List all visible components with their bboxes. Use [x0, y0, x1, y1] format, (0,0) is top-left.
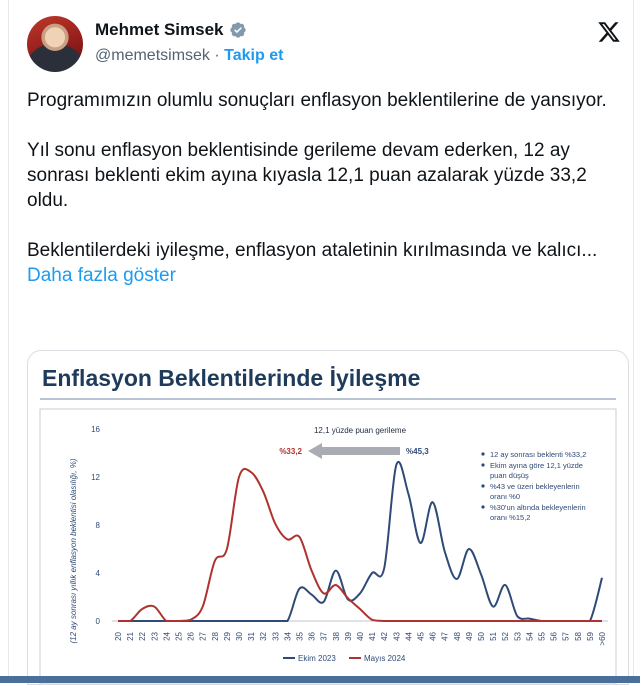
x-tick-label: 30: [235, 631, 244, 640]
tweet-paragraph-3-text: Beklentilerdeki iyileşme, enflasyon atal…: [27, 240, 598, 261]
x-tick-label: >60: [598, 631, 607, 645]
x-tick-label: 43: [392, 631, 401, 640]
tweet-text: Programımızın olumlu sonuçları enflasyon…: [27, 88, 627, 313]
x-tick-label: 47: [441, 631, 450, 640]
tweet-paragraph-2: Yıl sonu enflasyon beklentisinde gerilem…: [27, 140, 587, 211]
x-tick-label: 52: [501, 631, 510, 640]
x-tick-label: 57: [562, 631, 571, 640]
y-axis-label: (12 ay sonrası yıllık enflasyon beklenti…: [69, 458, 78, 643]
x-tick-label: 36: [308, 631, 317, 640]
tweet-paragraph-1: Programımızın olumlu sonuçları enflasyon…: [27, 90, 607, 111]
x-tick-label: 58: [574, 631, 583, 640]
x-tick-label: 42: [380, 631, 389, 640]
x-tick-label: 59: [586, 631, 595, 640]
x-tick-label: 53: [513, 631, 522, 640]
x-tick-label: 55: [538, 631, 547, 640]
x-tick-label: 46: [429, 631, 438, 640]
note-item: Ekim ayına göre 12,1 yüzde puan düşüş: [490, 461, 583, 480]
series-line-ekim-2023: [118, 461, 603, 622]
separator-dot: ·: [214, 47, 220, 64]
x-tick-label: 26: [187, 631, 196, 640]
x-tick-label: 33: [271, 631, 280, 640]
note-item: %30'un altında bekleyenlerin oranı %15,2: [490, 503, 586, 522]
x-tick-label: 21: [126, 631, 135, 640]
x-tick-label: 37: [320, 631, 329, 640]
x-tick-label: 31: [247, 631, 256, 640]
title-divider: [40, 398, 616, 400]
x-tick-label: 34: [283, 631, 292, 640]
x-tick-label: 38: [332, 631, 341, 640]
note-bullet: [481, 463, 485, 467]
x-tick-label: 41: [368, 631, 377, 640]
x-tick-label: 51: [489, 631, 498, 640]
x-tick-label: 56: [550, 631, 559, 640]
tweet-card: Mehmet Simsek @memetsimsek · Takip et Pr…: [8, 0, 634, 685]
note-bullet: [481, 484, 485, 488]
x-tick-label: 20: [114, 631, 123, 640]
slide-title: Enflasyon Beklentilerinde İyileşme: [42, 365, 421, 391]
note-bullet: [481, 505, 485, 509]
y-tick-label: 16: [91, 425, 100, 434]
author-name[interactable]: Mehmet Simsek: [95, 20, 224, 39]
x-tick-label: 48: [453, 631, 462, 640]
x-tick-label: 28: [211, 631, 220, 640]
annotation-arrow: [308, 443, 400, 459]
x-tick-label: 40: [356, 631, 365, 640]
annotation-left-value: %33,2: [279, 447, 302, 456]
tweet-header: Mehmet Simsek @memetsimsek · Takip et: [27, 16, 627, 76]
chart-frame: [39, 408, 617, 684]
x-tick-label: 44: [404, 631, 413, 640]
author-handle[interactable]: @memetsimsek: [95, 47, 210, 64]
x-tick-label: 27: [199, 631, 208, 640]
x-tick-label: 32: [259, 631, 268, 640]
y-tick-label: 12: [91, 473, 100, 482]
series-line-mayis-2024: [118, 467, 602, 622]
bottom-bar: [0, 676, 640, 683]
y-tick-label: 8: [96, 521, 101, 530]
y-tick-label: 0: [96, 617, 101, 626]
show-more-link[interactable]: Daha fazla göster: [27, 265, 176, 286]
follow-button[interactable]: Takip et: [224, 47, 284, 64]
note-item: 12 ay sonrası beklenti %33,2: [490, 450, 586, 459]
x-tick-label: 49: [465, 631, 474, 640]
handle-row: @memetsimsek · Takip et: [95, 47, 283, 65]
note-bullet: [481, 452, 485, 456]
x-tick-label: 23: [150, 631, 159, 640]
inflation-expectation-chart: (12 ay sonrası yıllık enflasyon beklenti…: [39, 408, 617, 684]
avatar[interactable]: [27, 16, 83, 72]
legend-label-ekim-2023: Ekim 2023: [298, 654, 336, 663]
annotation-right-value: %45,3: [406, 447, 429, 456]
x-tick-label: 45: [417, 631, 426, 640]
x-tick-label: 24: [162, 631, 171, 640]
author-name-row: Mehmet Simsek: [95, 20, 247, 40]
verified-badge-icon: [229, 22, 246, 38]
note-item: %43 ve üzeri bekleyenlerin oranı %0: [490, 482, 580, 501]
x-tick-label: 29: [223, 631, 232, 640]
annotation-arrow-label: 12,1 yüzde puan gerileme: [314, 426, 407, 435]
x-logo-icon[interactable]: [597, 20, 621, 44]
x-tick-label: 50: [477, 631, 486, 640]
y-tick-label: 4: [96, 569, 101, 578]
x-tick-label: 25: [175, 631, 184, 640]
x-tick-label: 54: [525, 631, 534, 640]
tweet-paragraph-3: Beklentilerdeki iyileşme, enflasyon atal…: [27, 238, 627, 288]
x-tick-label: 39: [344, 631, 353, 640]
legend-label-mayis-2024: Mayıs 2024: [364, 654, 406, 663]
tweet-image[interactable]: Enflasyon Beklentilerinde İyileşme (12 a…: [27, 350, 629, 685]
x-tick-label: 22: [138, 631, 147, 640]
x-tick-label: 35: [296, 631, 305, 640]
